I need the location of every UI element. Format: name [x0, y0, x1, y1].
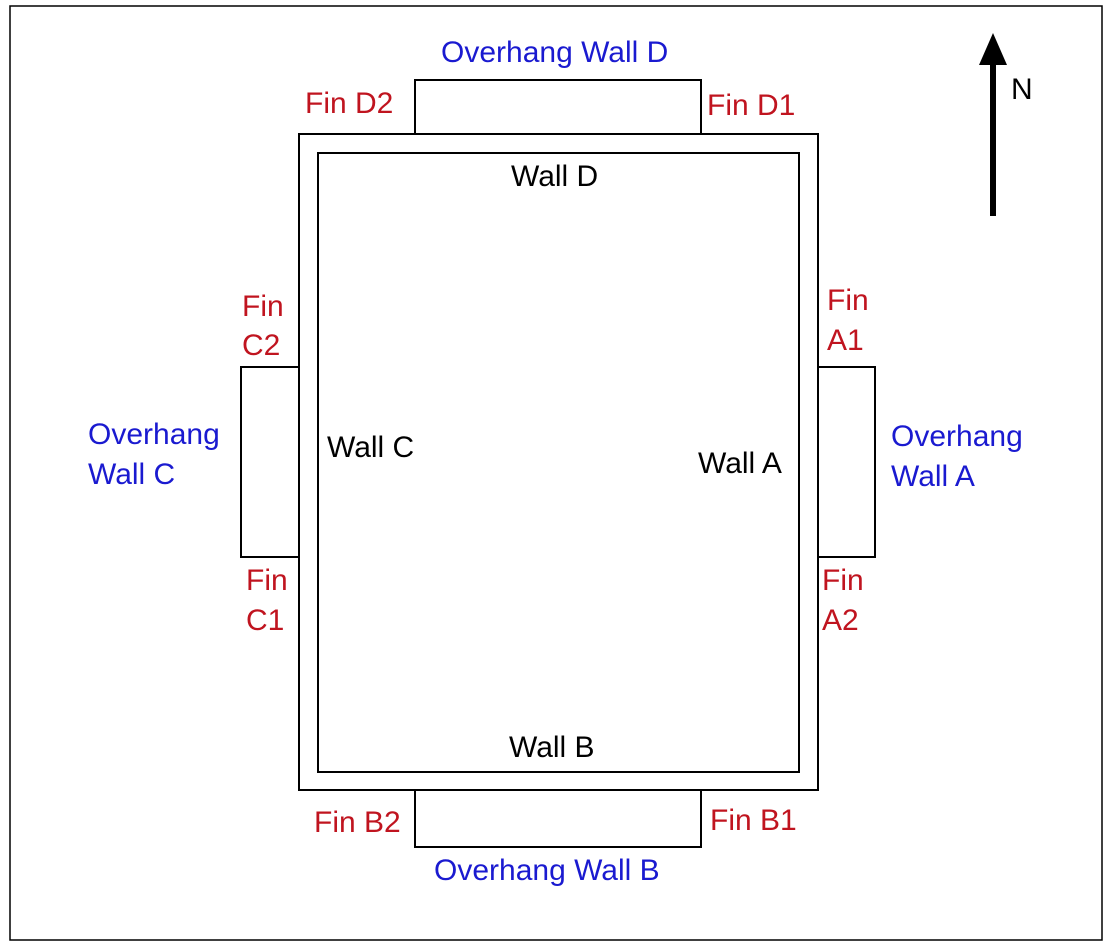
fin-c1-label-line1: Fin — [246, 564, 288, 597]
fin-b2-label: Fin B2 — [314, 806, 401, 839]
overhang-c-label-line1: Overhang — [88, 418, 220, 451]
wall-d-label: Wall D — [511, 160, 599, 193]
fin-c2-label-line1: Fin — [242, 290, 284, 323]
overhang-a-label-line1: Overhang — [891, 420, 1023, 453]
overhang-b-shape — [414, 790, 702, 848]
wall-a-label: Wall A — [698, 447, 782, 480]
overhang-c-label-line2: Wall C — [88, 458, 176, 491]
wall-c-label: Wall C — [327, 431, 415, 464]
fin-a1-label-line1: Fin — [827, 284, 869, 317]
north-arrow-head — [979, 33, 1007, 65]
fin-d2-label: Fin D2 — [305, 87, 394, 120]
north-label: N — [1011, 73, 1033, 106]
outer-building-outline — [298, 133, 819, 791]
inner-room-outline — [317, 152, 800, 773]
overhang-a-shape — [818, 366, 876, 558]
fin-d1-label: Fin D1 — [707, 89, 796, 122]
fin-a2-label-line2: A2 — [822, 604, 859, 637]
fin-a2-label-line1: Fin — [822, 564, 864, 597]
overhang-c-shape — [240, 366, 299, 558]
fin-a1-label-line2: A1 — [827, 324, 864, 357]
fin-b1-label: Fin B1 — [710, 804, 797, 837]
overhang-b-label: Overhang Wall B — [434, 854, 660, 887]
fin-c1-label-line2: C1 — [246, 604, 285, 637]
fin-c2-label-line2: C2 — [242, 329, 281, 362]
overhang-d-shape — [414, 79, 702, 134]
wall-b-label: Wall B — [509, 731, 595, 764]
overhang-d-label: Overhang Wall D — [441, 36, 669, 69]
overhang-a-label-line2: Wall A — [891, 460, 975, 493]
frame-border — [9, 5, 1103, 941]
